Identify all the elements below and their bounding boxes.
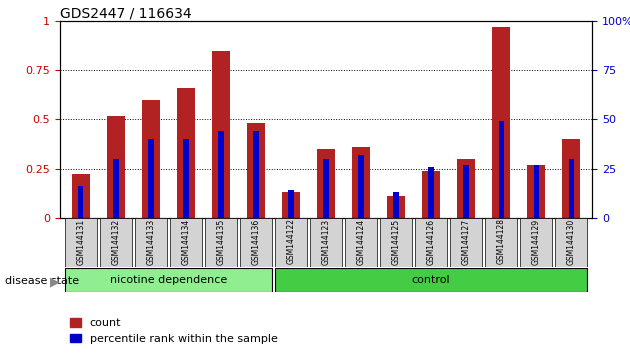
- Bar: [464, 165, 469, 218]
- Bar: [534, 165, 539, 218]
- Text: GSM144124: GSM144124: [357, 218, 365, 264]
- Text: ▶: ▶: [50, 275, 60, 288]
- Text: GDS2447 / 116634: GDS2447 / 116634: [60, 6, 192, 20]
- Text: GSM144135: GSM144135: [217, 218, 226, 265]
- FancyBboxPatch shape: [310, 218, 342, 267]
- FancyBboxPatch shape: [450, 218, 482, 267]
- Text: GSM144131: GSM144131: [76, 218, 85, 264]
- FancyBboxPatch shape: [381, 218, 412, 267]
- Text: GSM144130: GSM144130: [567, 218, 576, 265]
- Bar: [78, 186, 84, 218]
- FancyBboxPatch shape: [135, 218, 167, 267]
- Text: disease state: disease state: [5, 276, 79, 286]
- FancyBboxPatch shape: [275, 268, 587, 292]
- Bar: [289, 190, 294, 218]
- FancyBboxPatch shape: [556, 218, 587, 267]
- Bar: [527, 165, 545, 218]
- Bar: [107, 115, 125, 218]
- Text: GSM144125: GSM144125: [392, 218, 401, 264]
- Bar: [148, 139, 154, 218]
- Bar: [72, 175, 89, 218]
- Text: GSM144129: GSM144129: [532, 218, 541, 264]
- FancyBboxPatch shape: [65, 268, 272, 292]
- Bar: [177, 88, 195, 218]
- Text: GSM144133: GSM144133: [146, 218, 156, 265]
- Text: GSM144128: GSM144128: [496, 218, 506, 264]
- FancyBboxPatch shape: [100, 218, 132, 267]
- Bar: [457, 159, 475, 218]
- Text: nicotine dependence: nicotine dependence: [110, 275, 227, 285]
- Bar: [493, 27, 510, 218]
- FancyBboxPatch shape: [485, 218, 517, 267]
- FancyBboxPatch shape: [240, 218, 272, 267]
- Bar: [498, 121, 504, 218]
- Text: control: control: [412, 275, 450, 285]
- Bar: [422, 171, 440, 218]
- Text: GSM144122: GSM144122: [287, 218, 295, 264]
- Bar: [247, 124, 265, 218]
- Bar: [142, 100, 159, 218]
- Bar: [428, 167, 433, 218]
- FancyBboxPatch shape: [65, 218, 96, 267]
- Text: GSM144126: GSM144126: [427, 218, 435, 264]
- Text: GSM144134: GSM144134: [181, 218, 190, 265]
- Bar: [568, 159, 574, 218]
- Text: GSM144132: GSM144132: [112, 218, 120, 264]
- Text: GSM144136: GSM144136: [251, 218, 260, 265]
- Bar: [219, 131, 224, 218]
- FancyBboxPatch shape: [415, 218, 447, 267]
- Bar: [387, 196, 405, 218]
- Legend: count, percentile rank within the sample: count, percentile rank within the sample: [66, 314, 282, 348]
- FancyBboxPatch shape: [205, 218, 237, 267]
- Bar: [212, 51, 230, 218]
- FancyBboxPatch shape: [520, 218, 552, 267]
- Text: GSM144127: GSM144127: [462, 218, 471, 264]
- FancyBboxPatch shape: [275, 218, 307, 267]
- Bar: [352, 147, 370, 218]
- FancyBboxPatch shape: [345, 218, 377, 267]
- Bar: [253, 131, 258, 218]
- Bar: [282, 192, 300, 218]
- Bar: [318, 149, 335, 218]
- Bar: [394, 192, 399, 218]
- FancyBboxPatch shape: [170, 218, 202, 267]
- Bar: [323, 159, 329, 218]
- Text: GSM144123: GSM144123: [321, 218, 331, 264]
- Bar: [183, 139, 188, 218]
- Bar: [358, 155, 364, 218]
- Bar: [563, 139, 580, 218]
- Bar: [113, 159, 118, 218]
